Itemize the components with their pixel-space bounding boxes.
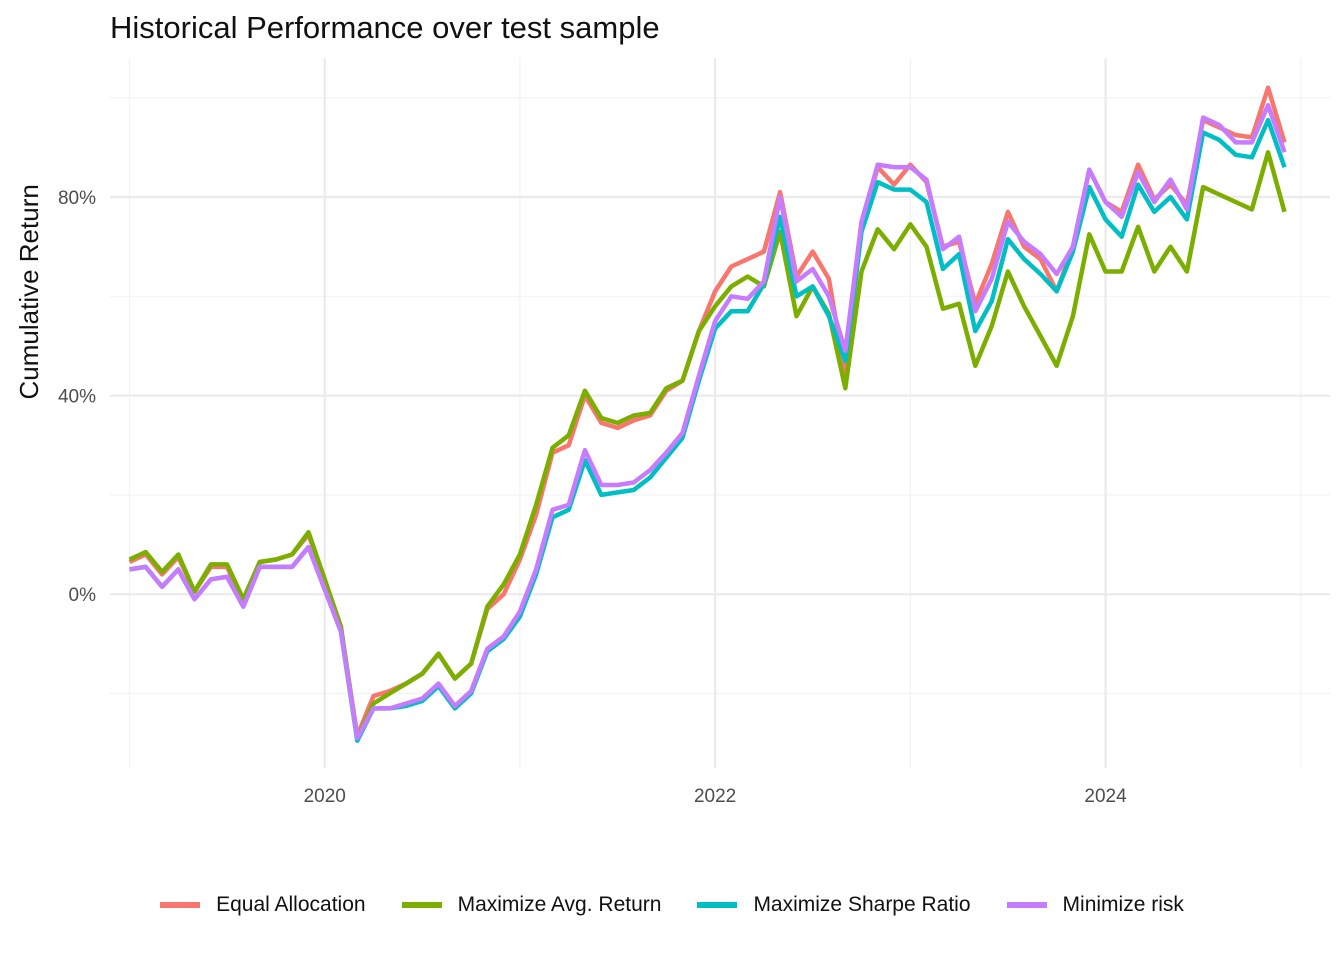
legend-label: Maximize Avg. Return: [457, 893, 662, 916]
legend-item: Equal Allocation: [160, 893, 366, 917]
legend-label: Minimize risk: [1062, 893, 1184, 916]
line-chart: 0% 40% 80% 2020 2022 2024: [58, 58, 1330, 807]
y-tick-label: 40%: [58, 387, 96, 408]
series-line-maximize-avg-return: [128, 150, 1287, 741]
legend-label: Equal Allocation: [216, 893, 366, 916]
x-tick-label: 2022: [694, 786, 736, 807]
legend-swatch: [160, 902, 201, 908]
series-line-minimize-risk: [129, 102, 1287, 741]
legend-swatch: [1006, 902, 1047, 908]
x-tick-label: 2024: [1084, 786, 1127, 807]
series-line-equal-allocation: [128, 85, 1287, 738]
legend-swatch: [697, 902, 738, 908]
chart-title: Historical Performance over test sample: [110, 10, 660, 45]
y-tick-label: 80%: [58, 188, 96, 209]
axis-ticks: 0% 40% 80% 2020 2022 2024: [58, 188, 1127, 807]
grid-lines: [110, 58, 1330, 768]
legend-swatch: [401, 902, 442, 908]
legend-label: Maximize Sharpe Ratio: [753, 893, 971, 916]
series-line-maximize-sharpe-ratio: [129, 117, 1287, 743]
legend-item: Minimize risk: [1006, 893, 1184, 917]
legend-item: Maximize Avg. Return: [401, 893, 662, 917]
legend: Equal Allocation Maximize Avg. Return Maxi…: [0, 893, 1344, 917]
series-lines: [128, 85, 1287, 743]
legend-item: Maximize Sharpe Ratio: [697, 893, 971, 917]
x-tick-label: 2020: [304, 786, 346, 807]
y-tick-label: 0%: [69, 585, 97, 606]
